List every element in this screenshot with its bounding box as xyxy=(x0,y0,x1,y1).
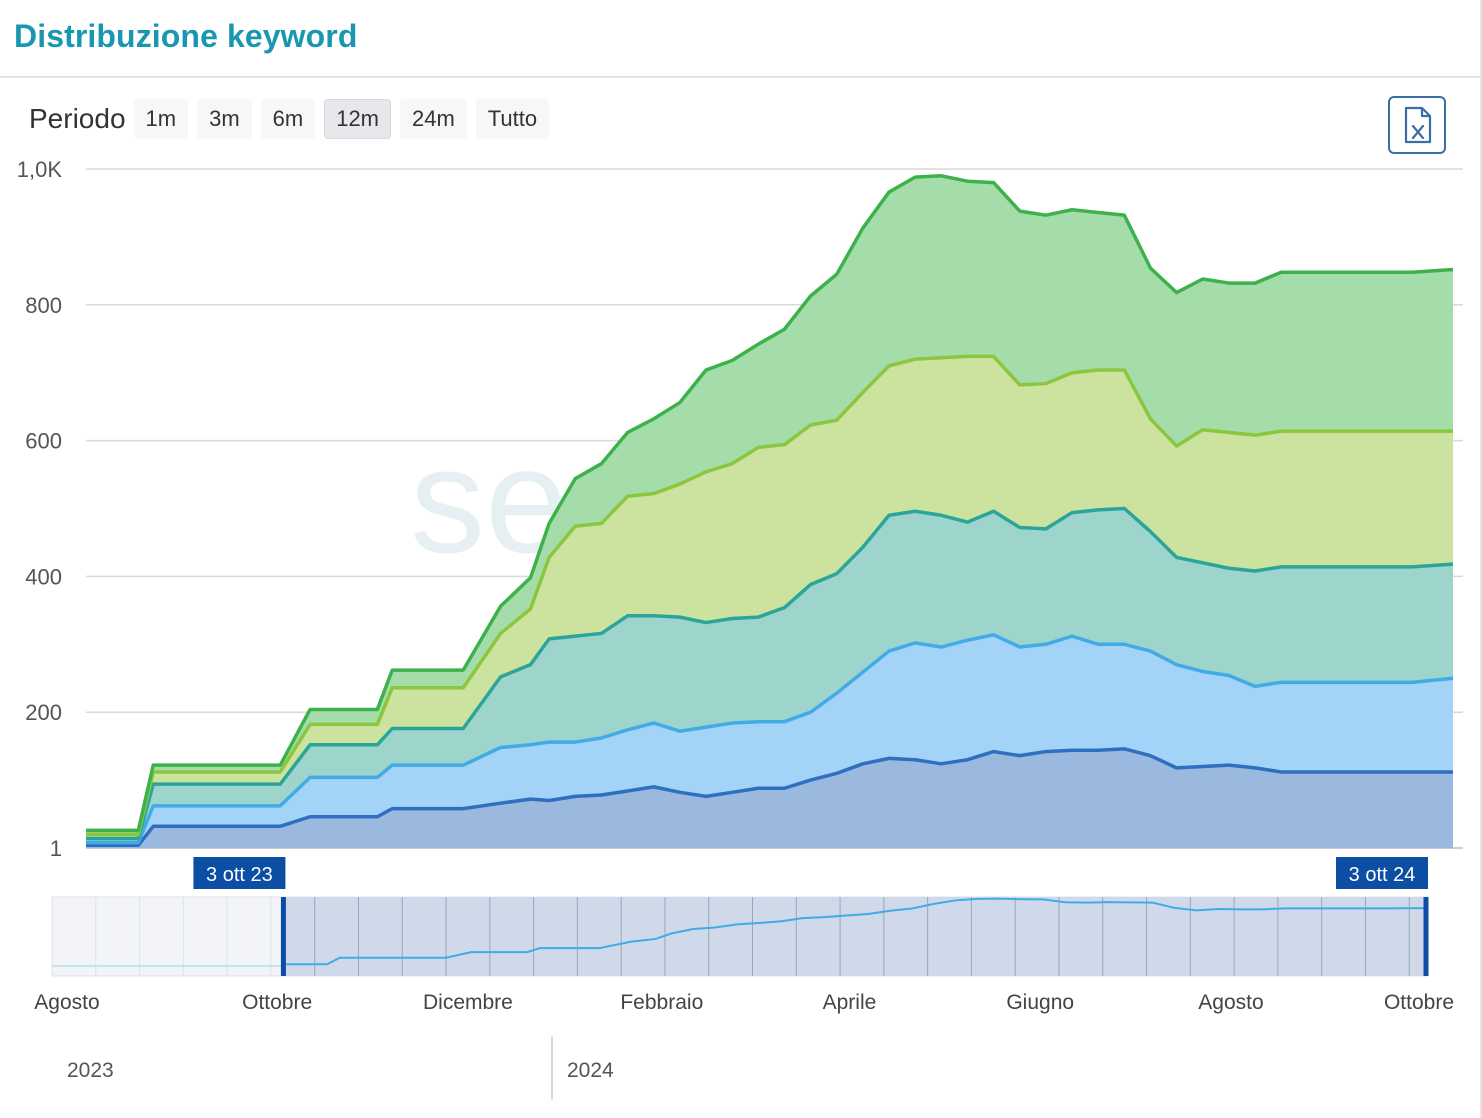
y-tick-label: 800 xyxy=(25,293,62,318)
card-header: Distribuzione keyword xyxy=(0,0,1480,78)
month-label: Ottobre xyxy=(242,991,312,1014)
month-label: Dicembre xyxy=(423,991,513,1014)
chart-areas xyxy=(86,175,1453,848)
navigator-end-handle-badge[interactable] xyxy=(1336,857,1428,889)
year-label: 2023 xyxy=(67,1059,114,1082)
chart-lines xyxy=(86,174,1454,848)
series-1-line xyxy=(86,747,1453,848)
y-axis-labels: 1 200 400 600 800 1,0K xyxy=(17,157,63,861)
period-button-12m[interactable]: 12m xyxy=(324,99,391,139)
period-button-1m[interactable]: 1m xyxy=(133,99,189,139)
series-5-line xyxy=(86,174,1454,833)
year-label: 2024 xyxy=(567,1059,614,1082)
month-label: Aprile xyxy=(823,991,877,1014)
series-3-area xyxy=(86,508,1453,843)
period-label: Periodo xyxy=(29,103,126,134)
month-label: Febbraio xyxy=(620,991,703,1014)
series-5-area xyxy=(86,175,1453,835)
excel-file-icon xyxy=(1404,106,1432,144)
navigator-start-handle-badge[interactable] xyxy=(193,857,286,889)
y-tick-label: 1,0K xyxy=(17,157,63,182)
month-label: Agosto xyxy=(1198,991,1263,1014)
navigator-end-handle-label: 3 ott 24 xyxy=(1349,864,1416,886)
series-4-area xyxy=(86,356,1453,839)
period-button-tutto[interactable]: Tutto xyxy=(475,99,550,139)
month-label: Giugno xyxy=(1006,991,1074,1014)
period-button-24m[interactable]: 24m xyxy=(400,99,467,139)
y-tick-label: 1 xyxy=(50,836,62,861)
y-tick-label: 400 xyxy=(25,564,62,589)
period-button-6m[interactable]: 6m xyxy=(260,99,316,139)
series-4-line xyxy=(86,354,1453,837)
series-1-area xyxy=(86,748,1453,848)
range-navigator[interactable]: 3 ott 23 3 ott 24 xyxy=(51,857,1429,977)
navigator-month-labels: Agosto Ottobre Dicembre Febbraio Aprile Giugn… xyxy=(34,991,1454,1014)
series-3-line xyxy=(86,506,1454,841)
y-tick-label: 200 xyxy=(25,700,62,725)
series-2-area xyxy=(86,634,1453,846)
navigator-year-labels: 2023 2024 xyxy=(67,1036,614,1100)
export-excel-button[interactable] xyxy=(1388,96,1446,154)
y-tick-label: 600 xyxy=(25,429,62,454)
navigator-start-handle-label: 3 ott 23 xyxy=(206,864,273,886)
month-label: Ottobre xyxy=(1384,991,1454,1014)
period-toolbar: Periodo 1m 3m 6m 12m 24m Tutto xyxy=(29,98,558,140)
card-title: Distribuzione keyword xyxy=(14,18,358,54)
series-2-line xyxy=(86,633,1454,845)
period-button-3m[interactable]: 3m xyxy=(197,99,252,139)
month-label: Agosto xyxy=(34,991,99,1014)
navigator-line xyxy=(283,897,1429,966)
